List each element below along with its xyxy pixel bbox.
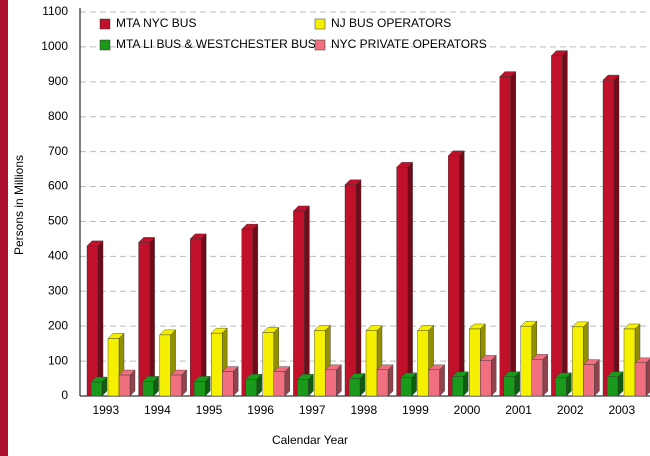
y-tick-label: 900 (48, 74, 68, 88)
side-stripe (0, 0, 8, 456)
y-tick-label: 700 (48, 144, 68, 158)
bar (396, 167, 408, 397)
legend-swatch (314, 18, 326, 30)
legend-label: MTA NYC BUS (116, 16, 196, 30)
legend-label: NJ BUS OPERATORS (331, 16, 451, 30)
bar (376, 369, 389, 397)
y-tick-label: 300 (48, 283, 68, 297)
bar (417, 330, 429, 397)
x-tick-label: 2002 (557, 403, 584, 417)
bar (551, 55, 563, 397)
bar-side (542, 353, 548, 397)
x-tick-label: 2003 (608, 403, 635, 417)
bar (86, 245, 99, 397)
bar (193, 381, 206, 397)
bar-side (594, 359, 600, 397)
x-tick-label: 1998 (350, 403, 377, 417)
bar-side (510, 71, 516, 397)
bar (572, 326, 584, 397)
bar (273, 371, 285, 397)
bar-side (200, 233, 207, 397)
bar (531, 359, 543, 397)
bar-side (355, 179, 362, 397)
bar-side (252, 223, 258, 397)
bar (520, 325, 532, 397)
x-tick-label: 1997 (299, 403, 326, 417)
legend-swatch (99, 39, 111, 51)
x-tick-label: 1999 (402, 403, 429, 417)
bar-side (336, 364, 342, 397)
y-tick-label: 0 (61, 388, 68, 402)
y-tick-label: 800 (48, 109, 68, 123)
y-tick-label: 200 (48, 318, 68, 332)
bar (448, 155, 460, 397)
bar (297, 379, 309, 397)
y-tick-label: 600 (48, 179, 68, 193)
bar (142, 381, 154, 397)
bar-side (97, 240, 104, 397)
y-tick-label: 1000 (41, 39, 68, 53)
bar-side (459, 150, 465, 397)
bar-side (439, 364, 445, 397)
bar (348, 378, 361, 397)
bar (170, 374, 182, 397)
bar (428, 369, 440, 397)
bar (400, 377, 412, 397)
bar (606, 376, 619, 397)
legend-swatch (314, 39, 326, 51)
x-tick-label: 1996 (247, 403, 274, 417)
bar-side (562, 50, 568, 397)
bar-side (304, 205, 310, 397)
x-tick-label: 1995 (196, 403, 223, 417)
bar (634, 362, 647, 397)
bar-side (407, 161, 413, 397)
bar (503, 376, 515, 397)
bar (499, 76, 511, 397)
x-tick-label: 1993 (92, 403, 119, 417)
x-tick-label: 2001 (505, 403, 532, 417)
legend-swatch (99, 18, 111, 30)
bar (623, 328, 636, 397)
bar-side (613, 74, 620, 397)
bar (293, 210, 305, 397)
bar-side (387, 364, 394, 397)
y-tick-label: 500 (48, 214, 68, 228)
y-axis-label: Persons in Millions (12, 155, 26, 255)
bar (452, 376, 464, 397)
bar (241, 228, 254, 397)
y-tick-label: 1100 (42, 4, 68, 18)
bar (221, 371, 234, 397)
bar (138, 242, 150, 397)
legend-label: NYC PRIVATE OPERATORS (331, 37, 487, 51)
bar-side (149, 236, 155, 397)
x-tick-label: 1994 (144, 403, 171, 417)
bar (210, 332, 223, 397)
bar (325, 369, 337, 397)
x-axis-label: Calendar Year (272, 433, 348, 447)
bar (159, 334, 171, 397)
bar (480, 360, 492, 397)
y-tick-label: 100 (48, 353, 68, 367)
bar (602, 79, 615, 397)
bar (469, 328, 481, 397)
y-tick-label: 400 (48, 249, 68, 263)
bar (365, 330, 378, 397)
bar (262, 332, 274, 397)
x-tick-label: 2000 (454, 403, 481, 417)
bar (344, 184, 357, 397)
bar (90, 381, 103, 397)
bar-side (645, 358, 650, 397)
legend-label: MTA LI BUS & WESTCHESTER BUS (116, 37, 316, 51)
bar (107, 338, 120, 397)
bar (583, 364, 595, 397)
bar (245, 379, 258, 397)
bar (118, 374, 131, 397)
bar (555, 377, 567, 397)
bar-side (491, 354, 497, 397)
bar (189, 238, 202, 397)
bar (314, 330, 326, 397)
